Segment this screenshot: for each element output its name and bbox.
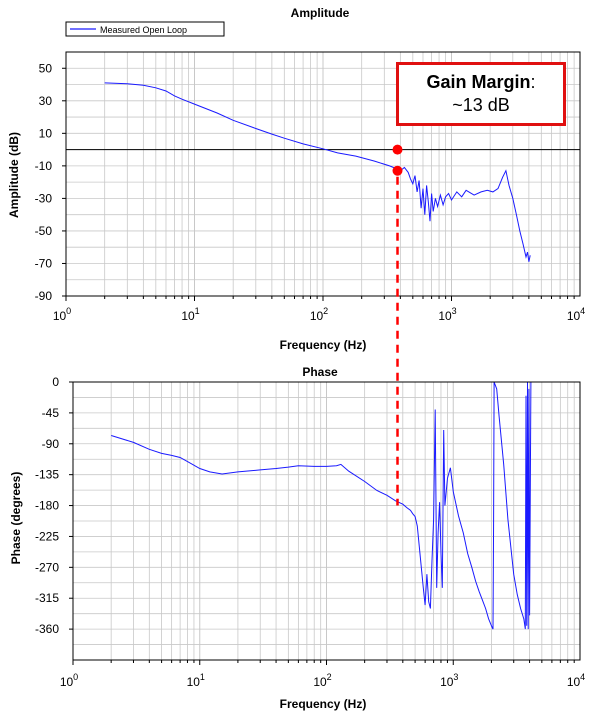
gain-margin-marker [392,165,403,176]
x-tick-label: 100 [60,672,78,689]
gain-margin-colon: : [530,72,536,92]
amplitude-y-axis-label: Amplitude (dB) [7,132,21,218]
x-tick-label: 103 [440,672,458,689]
y-tick-label: -10 [35,159,53,173]
y-tick-label: 10 [39,126,53,140]
x-tick-label: 101 [187,672,205,689]
amplitude-x-axis-label: Frequency (Hz) [280,338,367,352]
phase-x-tick-labels: 100 101 102 103 104 [60,672,585,689]
x-tick-label: 102 [310,306,328,323]
x-tick-label: 104 [567,672,585,689]
gain-margin-annotation: Gain Margin: ~13 dB [396,62,566,126]
y-tick-label: -180 [35,499,59,513]
y-tick-label: -90 [42,437,60,451]
y-tick-label: 30 [39,94,53,108]
phase-y-tick-labels: 0 -45 -90 -135 -180 -225 -270 -315 -360 [35,375,73,636]
y-tick-label: -135 [35,468,59,482]
phase-grid [72,381,580,665]
gain-margin-value: ~13 dB [452,95,510,115]
gain-margin-markers [392,144,403,176]
amplitude-series-line [104,82,531,262]
x-tick-label: 102 [313,672,331,689]
amplitude-chart-title: Amplitude [291,6,350,20]
phase-chart-title: Phase [302,365,338,379]
phase-chart: Phase 0 -45 -90 -135 -180 -225 -270 -315 -360 10… [9,365,585,711]
y-tick-label: -225 [35,529,59,543]
y-tick-label: -30 [35,191,53,205]
x-tick-label: 103 [438,306,456,323]
y-tick-label: 0 [52,375,59,389]
x-tick-label: 101 [181,306,199,323]
x-tick-label: 104 [567,306,585,323]
y-tick-label: -70 [35,256,53,270]
phase-plot-frame [72,381,581,661]
amplitude-legend: Measured Open Loop [65,21,225,37]
y-tick-label: -315 [35,591,59,605]
amplitude-y-tick-labels: 50 30 10 -10 -30 -50 -70 -90 [35,61,66,303]
phase-x-axis-label: Frequency (Hz) [280,697,367,711]
y-tick-label: -90 [35,289,53,303]
y-tick-label: -45 [42,406,60,420]
y-tick-label: -360 [35,622,59,636]
gain-margin-title: Gain Margin [426,72,531,92]
y-tick-label: -50 [35,224,53,238]
legend-entry: Measured Open Loop [100,25,187,35]
x-tick-label: 100 [53,306,71,323]
amplitude-x-tick-labels: 100 101 102 103 104 [53,306,585,323]
y-tick-label: 50 [39,61,53,75]
phase-series-line [111,381,532,630]
y-tick-label: -270 [35,560,59,574]
legend-box [65,21,225,37]
gain-margin-title-row: Gain Margin: [426,71,535,93]
amplitude-plot-frame [65,51,581,297]
gain-margin-marker [392,144,403,155]
phase-y-axis-label: Phase (degrees) [9,472,23,565]
